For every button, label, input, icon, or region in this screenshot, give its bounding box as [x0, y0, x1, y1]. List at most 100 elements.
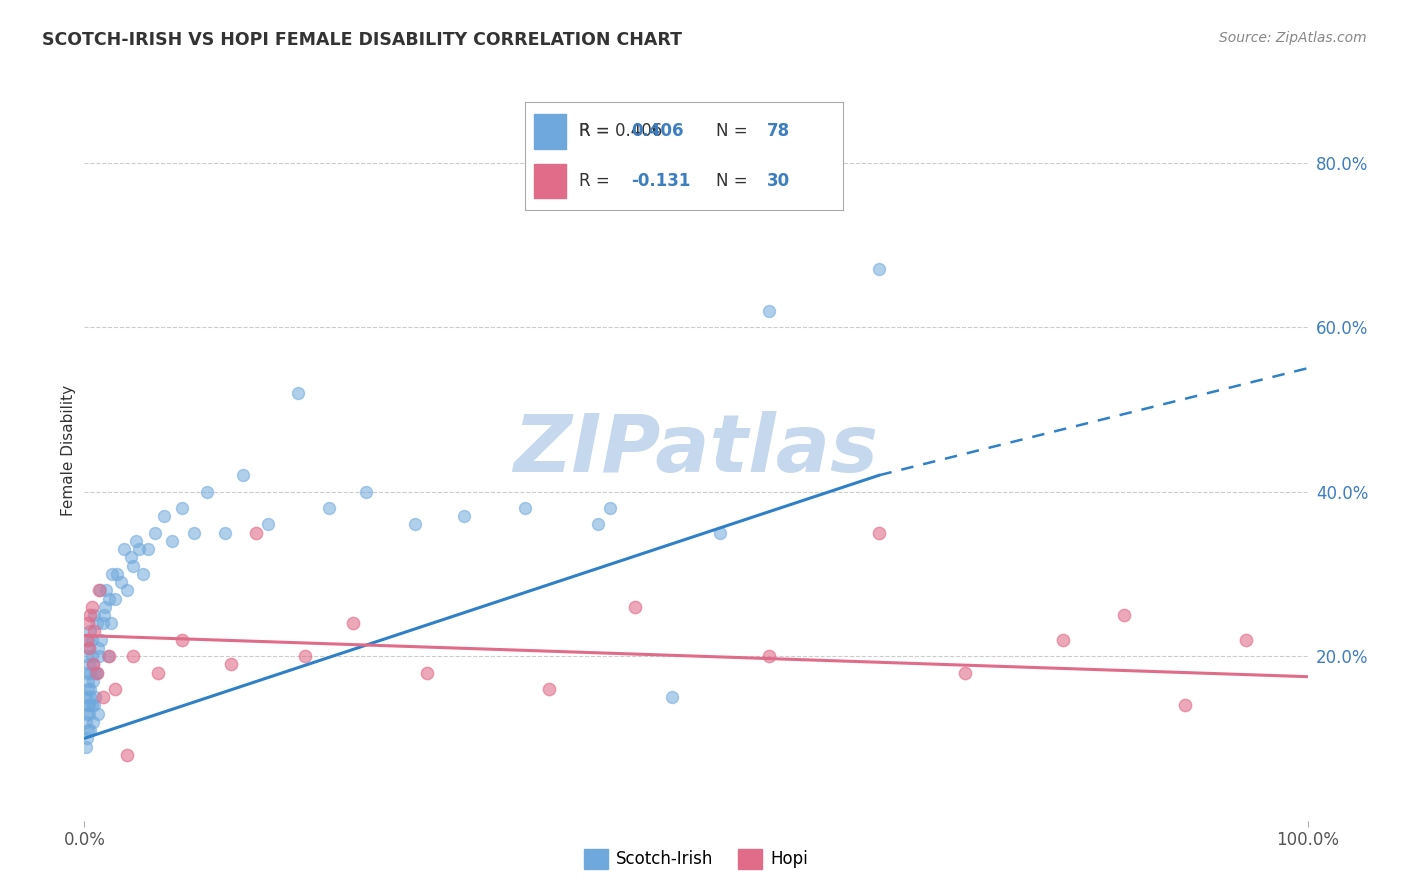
Point	[105, 566, 128, 581]
Point	[83, 698, 105, 713]
Point	[122, 558, 145, 573]
Point	[86, 665, 108, 680]
Point	[287, 385, 309, 400]
Point	[80, 599, 103, 614]
Point	[128, 542, 150, 557]
Point	[1114, 607, 1136, 622]
Point	[90, 632, 112, 647]
Point	[80, 698, 103, 713]
Point	[84, 690, 107, 705]
Point	[77, 673, 100, 688]
Point	[89, 583, 111, 598]
Point	[758, 303, 780, 318]
Point	[214, 525, 236, 540]
Point	[79, 624, 101, 639]
Point	[112, 542, 135, 557]
Point	[77, 616, 100, 631]
Point	[75, 690, 97, 705]
Point	[77, 640, 100, 655]
Point	[115, 583, 138, 598]
Point	[79, 607, 101, 622]
Point	[87, 649, 110, 664]
Point	[104, 591, 127, 606]
Point	[76, 731, 98, 746]
Point	[87, 583, 110, 598]
Point	[104, 681, 127, 696]
Point	[869, 262, 891, 277]
Point	[86, 665, 108, 680]
Point	[342, 616, 364, 631]
Point	[143, 525, 166, 540]
Legend: Scotch-Irish, Hopi: Scotch-Irish, Hopi	[578, 843, 814, 875]
Point	[709, 525, 731, 540]
Point	[79, 723, 101, 738]
Point	[1052, 632, 1074, 647]
Point	[661, 690, 683, 705]
Point	[82, 673, 104, 688]
Point	[87, 640, 110, 655]
Point	[162, 533, 184, 548]
Point	[195, 484, 218, 499]
Text: SCOTCH-IRISH VS HOPI FEMALE DISABILITY CORRELATION CHART: SCOTCH-IRISH VS HOPI FEMALE DISABILITY C…	[42, 31, 682, 49]
Point	[76, 632, 98, 647]
Point	[97, 649, 120, 664]
Point	[869, 525, 891, 540]
Point	[76, 649, 98, 664]
Point	[1174, 698, 1197, 713]
Point	[76, 665, 98, 680]
Point	[100, 616, 122, 631]
Point	[97, 591, 120, 606]
Point	[83, 607, 105, 622]
Point	[77, 698, 100, 713]
Point	[404, 517, 426, 532]
Point	[77, 706, 100, 721]
Point	[94, 599, 117, 614]
Point	[91, 690, 114, 705]
Point	[79, 681, 101, 696]
Point	[219, 657, 242, 672]
Point	[87, 706, 110, 721]
Point	[125, 533, 148, 548]
Point	[93, 607, 115, 622]
Point	[77, 723, 100, 738]
Y-axis label: Female Disability: Female Disability	[60, 384, 76, 516]
Point	[354, 484, 377, 499]
Point	[586, 517, 609, 532]
Point	[146, 665, 169, 680]
Point	[96, 583, 118, 598]
Point	[75, 739, 97, 754]
Point	[453, 509, 475, 524]
Point	[82, 714, 104, 729]
Point	[294, 649, 316, 664]
Point	[599, 501, 621, 516]
Point	[120, 550, 142, 565]
Text: Source: ZipAtlas.com: Source: ZipAtlas.com	[1219, 31, 1367, 45]
Point	[77, 698, 100, 713]
Point	[79, 665, 101, 680]
Point	[132, 566, 155, 581]
Point	[110, 575, 132, 590]
Point	[77, 640, 100, 655]
Point	[80, 632, 103, 647]
Point	[538, 681, 561, 696]
Point	[245, 525, 267, 540]
Point	[91, 616, 114, 631]
Point	[513, 501, 536, 516]
Point	[232, 468, 254, 483]
Point	[183, 525, 205, 540]
Point	[122, 649, 145, 664]
Point	[82, 657, 104, 672]
Point	[84, 665, 107, 680]
Point	[416, 665, 439, 680]
Point	[82, 657, 104, 672]
Point	[79, 690, 101, 705]
Point	[86, 616, 108, 631]
Point	[75, 714, 97, 729]
Point	[80, 649, 103, 664]
Point	[153, 509, 176, 524]
Point	[758, 649, 780, 664]
Point	[77, 632, 100, 647]
Point	[257, 517, 280, 532]
Point	[76, 706, 98, 721]
Point	[1236, 632, 1258, 647]
